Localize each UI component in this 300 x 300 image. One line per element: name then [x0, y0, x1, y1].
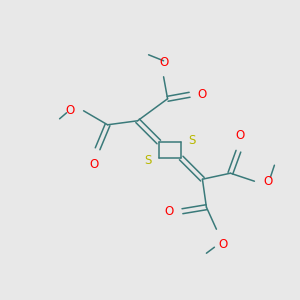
Text: O: O — [218, 238, 228, 251]
Text: O: O — [89, 158, 98, 171]
Text: O: O — [65, 104, 75, 117]
Text: S: S — [144, 154, 152, 166]
Text: O: O — [263, 175, 273, 188]
Text: O: O — [159, 56, 168, 69]
Text: O: O — [198, 88, 207, 101]
Text: S: S — [188, 134, 196, 146]
Text: O: O — [236, 129, 245, 142]
Text: O: O — [164, 205, 173, 218]
